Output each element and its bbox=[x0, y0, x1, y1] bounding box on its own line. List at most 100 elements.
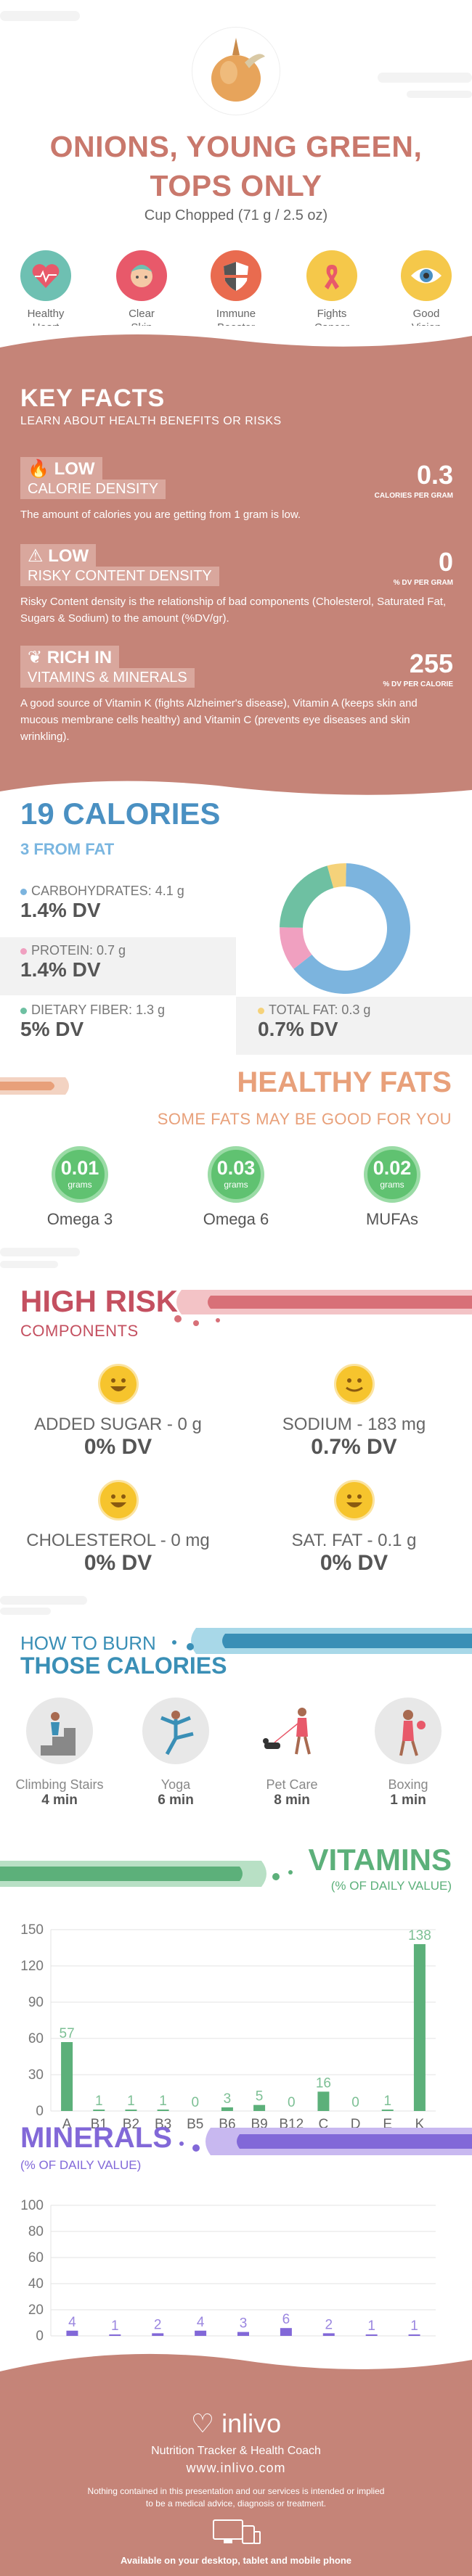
macro-name: CARBOHYDRATES: 4.1 g bbox=[31, 884, 184, 898]
risk-dv: 0% DV bbox=[84, 1435, 152, 1459]
risk-name: SODIUM - 183 mg bbox=[282, 1415, 426, 1434]
stairs-icon bbox=[26, 1698, 93, 1764]
healthy-fats-title: HEALTHY FATS bbox=[237, 1066, 452, 1098]
fact-description: Risky Content density is the relationshi… bbox=[20, 596, 447, 625]
macro-dv: 0.7% DV bbox=[258, 1018, 338, 1040]
fat-unit: grams bbox=[224, 1180, 248, 1190]
macro-carbohydrates: CARBOHYDRATES: 4.1 g 1.4% DV bbox=[0, 878, 236, 936]
burn-decoration bbox=[172, 1628, 472, 1654]
x-tick-label: B3 bbox=[155, 2117, 171, 2132]
high-risk-subtitle: COMPONENTS bbox=[20, 1322, 139, 1340]
macro-name: PROTEIN: 0.7 g bbox=[31, 943, 126, 958]
fat-value: 0.01 bbox=[60, 1157, 99, 1179]
footer-tagline: Nutrition Tracker & Health Coach bbox=[151, 2445, 321, 2457]
fat-unit: grams bbox=[68, 1180, 92, 1190]
y-tick-label: 60 bbox=[28, 2250, 44, 2266]
bar-value-label: 1 bbox=[383, 2094, 391, 2109]
vitamins-subtitle: (% OF DAILY VALUE) bbox=[330, 1879, 452, 1893]
fat-name: Omega 6 bbox=[203, 1210, 269, 1228]
bar bbox=[413, 1944, 426, 2111]
burn-title-line-2: THOSE CALORIES bbox=[20, 1653, 227, 1679]
bar bbox=[237, 2332, 249, 2336]
bar-value-label: 1 bbox=[95, 2094, 103, 2109]
boxing-icon bbox=[375, 1698, 442, 1764]
serving-size: Cup Chopped (71 g / 2.5 oz) bbox=[144, 207, 328, 223]
bar bbox=[317, 2091, 330, 2111]
fact-level-badge: ❦ RICH IN bbox=[20, 646, 120, 668]
activity-climbing-stairs: Climbing Stairs 4 min bbox=[9, 1698, 110, 1808]
footer-availability: Available on your desktop, tablet and mo… bbox=[120, 2555, 352, 2566]
macro-dietary-fiber: DIETARY FIBER: 1.3 g 5% DV bbox=[0, 997, 236, 1055]
smile-icon bbox=[333, 1364, 375, 1404]
brand-name: inlivo bbox=[221, 2408, 282, 2438]
activity-name: Climbing Stairs bbox=[15, 1777, 104, 1792]
bar bbox=[280, 2328, 292, 2336]
y-tick-label: 30 bbox=[28, 2067, 44, 2083]
high-risk-title: HIGH RISK bbox=[20, 1284, 179, 1318]
risk-dv: 0.7% DV bbox=[311, 1435, 397, 1459]
bar bbox=[66, 2330, 78, 2336]
high-risk-section: HIGH RISK COMPONENTS ADDED SUGAR - 0 g 0… bbox=[0, 1248, 472, 1625]
fat-omega-3: 0.01 grams Omega 3 bbox=[29, 1146, 131, 1229]
risk-name: SAT. FAT - 0.1 g bbox=[291, 1531, 417, 1550]
fat-name: Omega 3 bbox=[46, 1210, 113, 1228]
y-tick-label: 120 bbox=[20, 1959, 44, 1974]
risk-added-sugar: ADDED SUGAR - 0 g 0% DV bbox=[0, 1364, 236, 1460]
face-icon bbox=[116, 250, 167, 301]
smile-icon bbox=[97, 1364, 139, 1404]
bar-value-label: 5 bbox=[256, 2089, 264, 2104]
y-tick-label: 150 bbox=[20, 1922, 44, 1938]
y-tick-label: 20 bbox=[28, 2303, 44, 2318]
benefit-label: Immune bbox=[216, 308, 256, 320]
risk-name: ADDED SUGAR - 0 g bbox=[34, 1415, 202, 1434]
bar-value-label: 4 bbox=[68, 2315, 76, 2330]
bar-value-label: 1 bbox=[111, 2318, 119, 2334]
macro-dv: 1.4% DV bbox=[20, 958, 101, 981]
onion-icon bbox=[211, 38, 265, 102]
calories-section: 19 CALORIES 3 FROM FAT CARBOHYDRATES: 4.… bbox=[0, 775, 472, 1066]
calories-title: 19 CALORIES bbox=[20, 797, 221, 831]
fact-level: RICH IN bbox=[46, 648, 113, 667]
ribbon-icon bbox=[306, 250, 357, 301]
shield-icon bbox=[211, 250, 261, 301]
fact-level: LOW bbox=[54, 459, 95, 479]
bar bbox=[381, 2110, 394, 2111]
risk-decoration bbox=[0, 1248, 472, 1326]
bar bbox=[152, 2333, 164, 2336]
bar-value-label: 57 bbox=[60, 2026, 75, 2041]
activity-time: 4 min bbox=[41, 1793, 78, 1808]
y-tick-label: 80 bbox=[28, 2224, 44, 2239]
bar-value-label: 4 bbox=[197, 2315, 205, 2330]
activity-pet-care: Pet Care 8 min bbox=[241, 1698, 343, 1808]
key-facts-subtitle: LEARN ABOUT HEALTH BENEFITS OR RISKS bbox=[20, 415, 282, 427]
footer-url[interactable]: www.inlivo.com bbox=[186, 2461, 286, 2475]
fact-value: 255 bbox=[409, 649, 453, 678]
brand-logo[interactable]: ♡ inlivo bbox=[0, 2408, 472, 2439]
legend-dot bbox=[20, 947, 27, 955]
bar bbox=[93, 2110, 105, 2111]
bar-value-label: 1 bbox=[367, 2318, 375, 2334]
x-tick-label: B1 bbox=[91, 2117, 107, 2132]
fact-label: VITAMINS & MINERALS bbox=[20, 668, 195, 688]
benefit-immune-booster: ImmuneBooster bbox=[200, 250, 272, 334]
minerals-title: MINERALS bbox=[20, 2122, 172, 2154]
heart-outline-icon: ♡ bbox=[190, 2408, 215, 2438]
benefit-label: Clear bbox=[129, 308, 155, 320]
smile-icon bbox=[97, 1480, 139, 1521]
header-section: ONIONS, YOUNG GREEN, TOPS ONLY Cup Chopp… bbox=[0, 0, 472, 363]
fat-value-circle: 0.02 grams bbox=[364, 1146, 420, 1203]
activity-time: 6 min bbox=[158, 1793, 194, 1808]
eye-icon bbox=[401, 250, 452, 301]
y-tick-label: 0 bbox=[36, 2329, 44, 2344]
page-title: ONIONS, YOUNG GREEN, TOPS ONLY bbox=[0, 127, 472, 205]
bar-value-label: 1 bbox=[127, 2094, 135, 2109]
benefit-label: Good bbox=[412, 308, 440, 320]
risk-sat-fat: SAT. FAT - 0.1 g 0% DV bbox=[236, 1480, 472, 1576]
minerals-subtitle: (% OF DAILY VALUE) bbox=[20, 2158, 142, 2172]
fact-value: 0 bbox=[438, 547, 453, 577]
fact-level-badge: 🔥 LOW bbox=[20, 457, 102, 480]
key-facts-section: KEY FACTS LEARN ABOUT HEALTH BENEFITS OR… bbox=[0, 326, 472, 776]
wave-bottom bbox=[0, 775, 472, 795]
yoga-icon bbox=[142, 1698, 209, 1764]
fact-risky-content: ⚠ LOW RISKY CONTENT DENSITY 0 % DV PER G… bbox=[20, 544, 453, 627]
